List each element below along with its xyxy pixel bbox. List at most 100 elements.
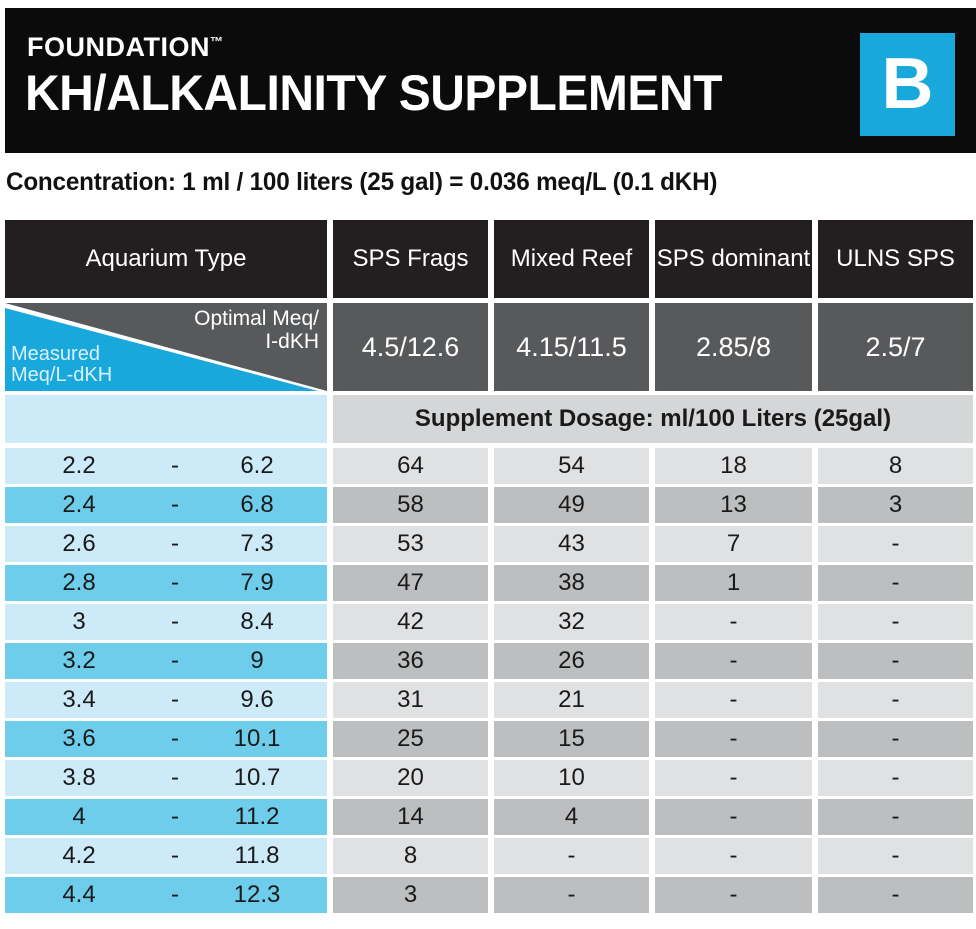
optimal-label-line1: Optimal Meq/ — [194, 307, 319, 330]
range-separator: - — [171, 803, 179, 830]
range-high-value: 12.3 — [233, 881, 281, 908]
measured-range-cell: 2.2 - 6.2 — [5, 448, 327, 484]
dosage-cell-mixed-reef: 15 — [494, 721, 649, 757]
range-high-value: 6.8 — [240, 491, 274, 518]
dosage-band-spacer — [5, 395, 327, 443]
range-low-value: 4 — [72, 803, 86, 830]
dosage-cell-ulns-sps: - — [818, 721, 973, 757]
range-low-value: 2.4 — [62, 491, 96, 518]
dosage-cell-ulns-sps: 8 — [818, 448, 973, 484]
table-row: 4.4-12.3 3- - - — [5, 877, 973, 916]
dosage-cell-ulns-sps: - — [818, 760, 973, 796]
range-high-value: 10.1 — [233, 725, 281, 752]
dosage-cell-sps-frags: 31 — [333, 682, 488, 718]
dosage-cell-mixed-reef: 21 — [494, 682, 649, 718]
range-high-value: 6.2 — [240, 452, 274, 479]
measured-range-cell: 4.2 - 11.8 — [5, 838, 327, 874]
dosage-cell-mixed-reef: 38 — [494, 565, 649, 601]
range-high-value: 9.6 — [240, 686, 274, 713]
measured-range-cell: 3.2 - 9 — [5, 643, 327, 679]
brand-text: FOUNDATION — [27, 32, 210, 62]
table-row: 3.6-10.1 25 15- - — [5, 721, 973, 760]
measured-optimal-split-header: Optimal Meq/ I-dKH Measured Meq/L-dKH — [5, 303, 327, 391]
dosage-cell-sps-frags: 3 — [333, 877, 488, 913]
header-col-ulns-sps: ULNS SPS — [818, 220, 973, 298]
dosage-cell-sps-frags: 42 — [333, 604, 488, 640]
optimal-value-ulns-sps: 2.5/7 — [818, 303, 973, 391]
range-low-value: 3.6 — [62, 725, 96, 752]
table-row: 3.4-9.6 31 21- - — [5, 682, 973, 721]
dosage-cell-sps-frags: 36 — [333, 643, 488, 679]
range-low-value: 3.2 — [62, 647, 96, 674]
trademark-symbol: ™ — [209, 34, 223, 49]
measured-label-line2: Meq/L-dKH — [11, 364, 113, 387]
dosage-cell-sps-dominant: - — [655, 799, 812, 835]
range-separator: - — [171, 764, 179, 791]
table-row: 4.2-11.8 8- - - — [5, 838, 973, 877]
dosage-cell-mixed-reef: 43 — [494, 526, 649, 562]
concentration-line: Concentration: 1 ml / 100 liters (25 gal… — [6, 168, 718, 196]
dosage-cell-sps-frags: 53 — [333, 526, 488, 562]
dosage-cell-mixed-reef: - — [494, 838, 649, 874]
dosage-cell-ulns-sps: 3 — [818, 487, 973, 523]
dosage-band-label: Supplement Dosage: ml/100 Liters (25gal) — [333, 395, 973, 443]
dosage-cell-mixed-reef: - — [494, 877, 649, 913]
range-low-value: 3.4 — [62, 686, 96, 713]
optimal-value-sps-dominant: 2.85/8 — [655, 303, 812, 391]
measured-meq-label: Measured Meq/L-dKH — [11, 342, 113, 387]
range-high-value: 8.4 — [240, 608, 274, 635]
dosage-cell-mixed-reef: 54 — [494, 448, 649, 484]
optimal-value-sps-frags: 4.5/12.6 — [333, 303, 488, 391]
measured-range-cell: 3.6 - 10.1 — [5, 721, 327, 757]
dosage-cell-sps-frags: 8 — [333, 838, 488, 874]
measured-range-cell: 3.4 - 9.6 — [5, 682, 327, 718]
dosage-cell-ulns-sps: - — [818, 877, 973, 913]
range-low-value: 3.8 — [62, 764, 96, 791]
dosage-cell-ulns-sps: - — [818, 565, 973, 601]
dosage-cell-ulns-sps: - — [818, 643, 973, 679]
header-col-sps-dominant: SPS dominant — [655, 220, 812, 298]
dosage-cell-ulns-sps: - — [818, 604, 973, 640]
dosage-cell-mixed-reef: 26 — [494, 643, 649, 679]
range-high-value: 10.7 — [233, 764, 281, 791]
range-separator: - — [171, 452, 179, 479]
range-high-value: 7.3 — [240, 530, 274, 557]
dosage-cell-sps-frags: 58 — [333, 487, 488, 523]
measured-range-cell: 2.8 - 7.9 — [5, 565, 327, 601]
dosage-cell-sps-dominant: 1 — [655, 565, 812, 601]
dosage-cell-sps-dominant: - — [655, 838, 812, 874]
measured-range-cell: 2.6 - 7.3 — [5, 526, 327, 562]
table-row: 2.2 - 6.2 64 54 18 8 — [5, 448, 973, 487]
dosage-cell-sps-dominant: - — [655, 643, 812, 679]
dosage-cell-ulns-sps: - — [818, 526, 973, 562]
badge-letter: B — [881, 44, 934, 124]
range-high-value: 11.8 — [234, 842, 280, 869]
header-aquarium-type: Aquarium Type — [5, 220, 327, 298]
range-separator: - — [171, 686, 179, 713]
dosage-cell-sps-frags: 64 — [333, 448, 488, 484]
product-banner: FOUNDATION™ KH/ALKALINITY SUPPLEMENT B — [5, 8, 976, 153]
range-separator: - — [171, 530, 179, 557]
dosage-cell-mixed-reef: 4 — [494, 799, 649, 835]
measured-range-cell: 3 - 8.4 — [5, 604, 327, 640]
letter-badge: B — [860, 33, 955, 136]
range-low-value: 2.8 — [62, 569, 96, 596]
measured-range-cell: 2.4 - 6.8 — [5, 487, 327, 523]
header-col-mixed-reef: Mixed Reef — [494, 220, 649, 298]
range-high-value: 7.9 — [240, 569, 274, 596]
measured-range-cell: 4 - 11.2 — [5, 799, 327, 835]
range-separator: - — [171, 608, 179, 635]
range-low-value: 2.2 — [62, 452, 96, 479]
table-row: 3.2-9 36 26- - — [5, 643, 973, 682]
range-low-value: 4.4 — [62, 881, 96, 908]
range-separator: - — [171, 647, 179, 674]
range-low-value: 4.2 — [62, 842, 96, 869]
dosage-cell-mixed-reef: 10 — [494, 760, 649, 796]
table-row: 2.8-7.9 47 38 1- — [5, 565, 973, 604]
product-title: KH/ALKALINITY SUPPLEMENT — [25, 65, 722, 121]
measured-label-line1: Measured — [11, 342, 100, 365]
header-col-sps-frags: SPS Frags — [333, 220, 488, 298]
dosage-cell-mixed-reef: 32 — [494, 604, 649, 640]
range-low-value: 3 — [72, 608, 86, 635]
dosage-cell-sps-dominant: - — [655, 682, 812, 718]
